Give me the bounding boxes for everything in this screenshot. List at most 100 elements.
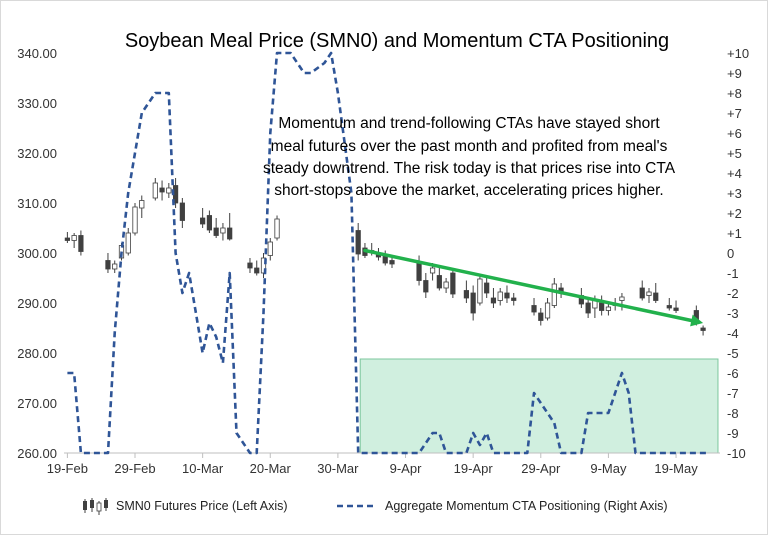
candle-body xyxy=(538,312,544,321)
candle-body xyxy=(585,302,591,314)
right-axis-tick-label: -5 xyxy=(727,346,739,361)
legend: SMN0 Futures Price (Left Axis) Aggregate… xyxy=(83,498,668,515)
candlestick xyxy=(511,293,517,306)
candle-body xyxy=(227,227,233,240)
candle-body xyxy=(599,302,605,311)
candlestick xyxy=(700,325,706,336)
right-axis-tick-label: +8 xyxy=(727,86,742,101)
candlestick xyxy=(260,253,267,278)
candlestick xyxy=(470,285,476,321)
candlestick xyxy=(666,298,672,311)
candle-body xyxy=(213,227,219,236)
candlestick xyxy=(64,232,70,243)
right-axis-tick-label: +1 xyxy=(727,226,742,241)
right-axis-tick-label: -8 xyxy=(727,406,739,421)
candlestick xyxy=(200,208,206,228)
text-layer: Soybean Meal Price (SMN0) and Momentum C… xyxy=(125,30,676,199)
candlestick xyxy=(639,280,645,301)
candle-body xyxy=(470,292,476,314)
left-axis-tick-label: 280.00 xyxy=(17,346,57,361)
candlestick xyxy=(653,283,659,303)
candle-body xyxy=(531,305,537,313)
candlestick xyxy=(179,198,185,228)
candle-body xyxy=(152,182,158,199)
candlestick xyxy=(504,285,510,303)
right-axis-tick-label: +2 xyxy=(727,206,742,221)
left-axis-tick-label: 260.00 xyxy=(17,446,57,461)
trend-arrow-layer xyxy=(363,248,704,327)
candlestick xyxy=(213,218,219,238)
candle-body xyxy=(436,275,442,289)
left-axis-tick-label: 290.00 xyxy=(17,296,57,311)
x-axis-tick-label: 30-Mar xyxy=(317,461,359,476)
left-axis-tick-label: 270.00 xyxy=(17,396,57,411)
candle-body xyxy=(267,241,273,256)
candle-body xyxy=(443,281,449,289)
right-axis-tick-label: -9 xyxy=(727,426,739,441)
left-axis-tick-label: 320.00 xyxy=(17,146,57,161)
candle-body xyxy=(166,187,172,194)
candlestick xyxy=(254,260,260,276)
candle-body xyxy=(490,297,497,304)
candle-body xyxy=(274,218,280,239)
candlestick xyxy=(619,293,625,311)
right-axis-tick-label: -10 xyxy=(727,446,746,461)
candle-body xyxy=(260,257,267,274)
candlestick xyxy=(159,180,165,201)
candle-body xyxy=(139,200,145,209)
candle-body xyxy=(355,230,361,255)
candlestick xyxy=(436,268,442,291)
candle-body xyxy=(653,292,659,301)
candlestick xyxy=(599,295,605,316)
left-axis-tick-label: 300.00 xyxy=(17,246,57,261)
candlestick xyxy=(220,223,226,241)
candlestick xyxy=(227,213,233,241)
candle-body xyxy=(429,267,436,274)
candlestick xyxy=(139,195,145,218)
candlestick xyxy=(490,288,497,308)
candlestick xyxy=(78,230,84,256)
x-axis-tick-label: 29-Apr xyxy=(521,461,561,476)
candlestick xyxy=(112,260,118,273)
right-axis-tick-label: 0 xyxy=(727,246,734,261)
x-axis-tick-label: 29-Feb xyxy=(114,461,155,476)
candle-body xyxy=(463,290,469,299)
x-axis-tick-label: 19-Apr xyxy=(454,461,494,476)
candlestick xyxy=(497,288,503,306)
cta-positioning-line xyxy=(67,51,710,455)
candle-body xyxy=(504,292,510,299)
candle-body xyxy=(389,260,395,265)
candle-body xyxy=(666,305,672,309)
candle-body xyxy=(619,296,625,301)
candlestick xyxy=(646,288,652,303)
candlestick xyxy=(267,238,273,261)
candlestick xyxy=(538,308,544,326)
left-axis-tick-label: 330.00 xyxy=(17,96,57,111)
right-axis-tick-label: -1 xyxy=(727,266,739,281)
candle-body xyxy=(450,272,456,295)
x-axis-tick-label: 19-May xyxy=(654,461,698,476)
axes-layer: 260.00 270.00 280.00 290.00 300.00 310.00 320.… xyxy=(17,46,749,476)
candlestick xyxy=(443,278,449,293)
candle-body xyxy=(64,237,70,241)
candlestick xyxy=(450,268,456,298)
candlestick xyxy=(605,303,612,316)
trend-arrow-head xyxy=(690,314,704,327)
candlestick xyxy=(152,178,158,201)
candle-body xyxy=(646,291,652,296)
candlestick xyxy=(544,298,551,321)
candlestick-layer xyxy=(64,178,706,336)
candlestick xyxy=(206,210,213,233)
candle-body xyxy=(544,302,551,319)
cta-line-layer xyxy=(67,51,710,455)
candle-body xyxy=(105,260,111,270)
candle-body xyxy=(639,287,645,299)
x-axis-tick-label: 10-Mar xyxy=(182,461,224,476)
right-axis-tick-label: +3 xyxy=(727,186,742,201)
candlestick xyxy=(463,280,469,303)
candle-body xyxy=(484,282,490,294)
candlestick xyxy=(125,228,131,256)
candle-body xyxy=(200,217,206,225)
candle-body xyxy=(78,235,84,252)
